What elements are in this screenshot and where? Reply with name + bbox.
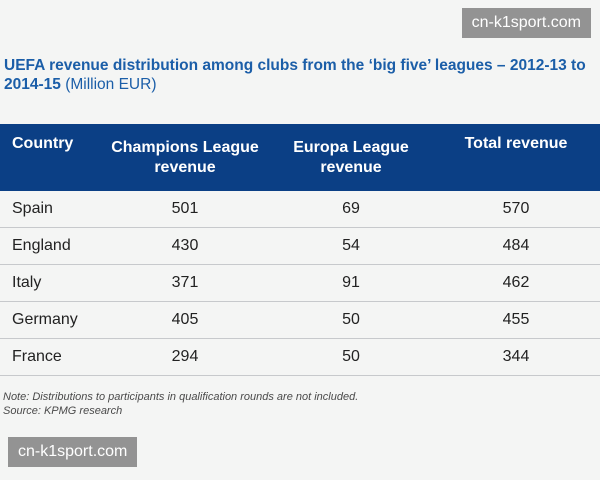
watermark-top: cn-k1sport.com <box>461 8 591 38</box>
chart-title: UEFA revenue distribution among clubs fr… <box>4 56 596 94</box>
cell-europa-league: 50 <box>270 301 432 339</box>
table-body: Spain 501 69 570 England 430 54 484 Italy 371 91 46… <box>0 191 600 376</box>
watermark-bottom: cn-k1sport.com <box>8 437 138 467</box>
cell-europa-league: 69 <box>270 191 432 228</box>
cell-total-revenue: 344 <box>432 338 600 376</box>
cell-champions-league: 501 <box>100 191 270 228</box>
revenue-table: Country Champions League revenue Europa … <box>0 124 600 376</box>
cell-country: France <box>0 338 100 376</box>
cell-total-revenue: 570 <box>432 191 600 228</box>
chart-title-unit: (Million EUR) <box>65 76 157 93</box>
table-row: Italy 371 91 462 <box>0 264 600 302</box>
header-country: Country <box>0 124 100 191</box>
header-europa-league: Europa League revenue <box>270 124 432 191</box>
footnote-note: Note: Distributions to participants in q… <box>3 391 359 403</box>
cell-champions-league: 405 <box>100 301 270 339</box>
header-champions-league: Champions League revenue <box>100 124 270 191</box>
cell-total-revenue: 462 <box>432 264 600 302</box>
table-row: Spain 501 69 570 <box>0 191 600 228</box>
cell-champions-league: 371 <box>100 264 270 302</box>
cell-country: Germany <box>0 301 100 339</box>
footnotes: Note: Distributions to participants in q… <box>3 390 358 418</box>
table-header-row: Country Champions League revenue Europa … <box>0 124 600 191</box>
header-total-revenue: Total revenue <box>432 124 600 191</box>
cell-country: England <box>0 227 100 265</box>
footnote-source: Source: KPMG research <box>3 405 123 417</box>
chart-title-text: UEFA revenue distribution among clubs fr… <box>4 57 586 93</box>
cell-champions-league: 294 <box>100 338 270 376</box>
cell-total-revenue: 484 <box>432 227 600 265</box>
cell-country: Italy <box>0 264 100 302</box>
cell-total-revenue: 455 <box>432 301 600 339</box>
cell-europa-league: 91 <box>270 264 432 302</box>
table-row: England 430 54 484 <box>0 227 600 265</box>
cell-country: Spain <box>0 191 100 228</box>
table-row: France 294 50 344 <box>0 338 600 376</box>
cell-europa-league: 54 <box>270 227 432 265</box>
cell-europa-league: 50 <box>270 338 432 376</box>
cell-champions-league: 430 <box>100 227 270 265</box>
table-row: Germany 405 50 455 <box>0 301 600 339</box>
